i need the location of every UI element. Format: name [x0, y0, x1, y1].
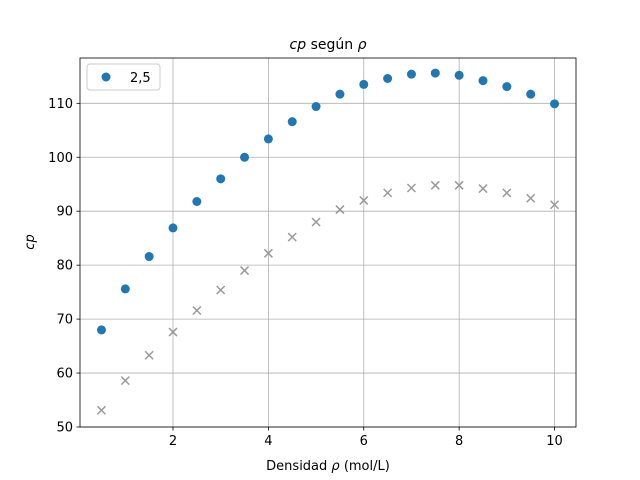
x-axis-label: Densidad ρ (mol/L) [266, 459, 390, 474]
series-1-point [287, 117, 297, 127]
title-symbol: ρ [358, 37, 367, 53]
series-1-point [263, 134, 273, 144]
data-marks [96, 68, 560, 415]
series-2-point [120, 376, 130, 386]
series-1-point [335, 89, 345, 99]
grid [80, 58, 576, 428]
series-2-point [430, 180, 440, 190]
series-2-point [287, 232, 297, 242]
series-2-point [478, 184, 488, 194]
series-2-point [454, 180, 464, 190]
series-1-point [96, 325, 106, 335]
legend-box [86, 63, 161, 91]
x-tick-label: 2 [169, 434, 177, 449]
series-2-point [502, 188, 512, 198]
series-2-point [359, 195, 369, 205]
series-1-point [430, 68, 440, 78]
series-2-point [335, 205, 345, 215]
series-2-point [240, 266, 250, 276]
series-1-point [454, 70, 464, 80]
series-1-point [502, 82, 512, 92]
chart-title: cp según ρ [290, 37, 367, 53]
y-tick-label: 50 [56, 421, 73, 436]
series-2-point [383, 188, 393, 198]
ticks: 2 4 6 8 10 50 60 70 80 90 100 110 [48, 97, 563, 449]
series-1-point [192, 197, 202, 206]
series-1-point [120, 284, 130, 294]
x-axis-label-pre: Densidad [266, 459, 331, 474]
series-2-point [96, 405, 106, 415]
x-axis-label-post: (mol/L) [340, 459, 390, 474]
y-tick-label: 70 [56, 313, 73, 328]
series-2-point [144, 350, 154, 360]
x-axis-label-symbol: ρ [331, 459, 340, 474]
x-tick-label: 4 [264, 434, 272, 449]
series-1-point [550, 99, 560, 109]
legend-label: 2,5 [130, 71, 151, 86]
series-1-point [144, 252, 154, 262]
series-1-point [311, 102, 321, 112]
series-1-point [478, 76, 488, 86]
legend: 2,5 [86, 63, 161, 91]
series-1-point [240, 152, 250, 162]
series-1-point [216, 174, 226, 184]
series-2-point [311, 217, 321, 227]
series-1-point [406, 69, 416, 79]
series-1-point [383, 74, 393, 83]
y-tick-label: 110 [48, 97, 73, 112]
x-tick-label: 6 [360, 434, 368, 449]
series-1-point [359, 79, 369, 89]
title-var: cp [290, 37, 307, 53]
x-tick-label: 10 [546, 434, 563, 449]
y-tick-label: 100 [48, 151, 73, 166]
series-2-point [526, 193, 536, 203]
series-2-point [550, 200, 560, 210]
series-2-point [192, 305, 202, 316]
y-tick-label: 80 [56, 259, 73, 274]
y-tick-label: 60 [56, 367, 73, 382]
series-2-point [216, 285, 226, 295]
title-text: según [306, 37, 357, 53]
y-axis-label: cp [23, 234, 38, 249]
plot-frame [79, 57, 577, 428]
series-2-point [263, 248, 273, 258]
legend-marker [101, 72, 111, 82]
series-1-point [168, 223, 178, 233]
series-1-point [526, 89, 536, 99]
series-2-point [168, 327, 178, 337]
y-tick-label: 90 [56, 205, 73, 220]
x-tick-label: 8 [455, 434, 463, 449]
series-2-point [406, 183, 416, 193]
